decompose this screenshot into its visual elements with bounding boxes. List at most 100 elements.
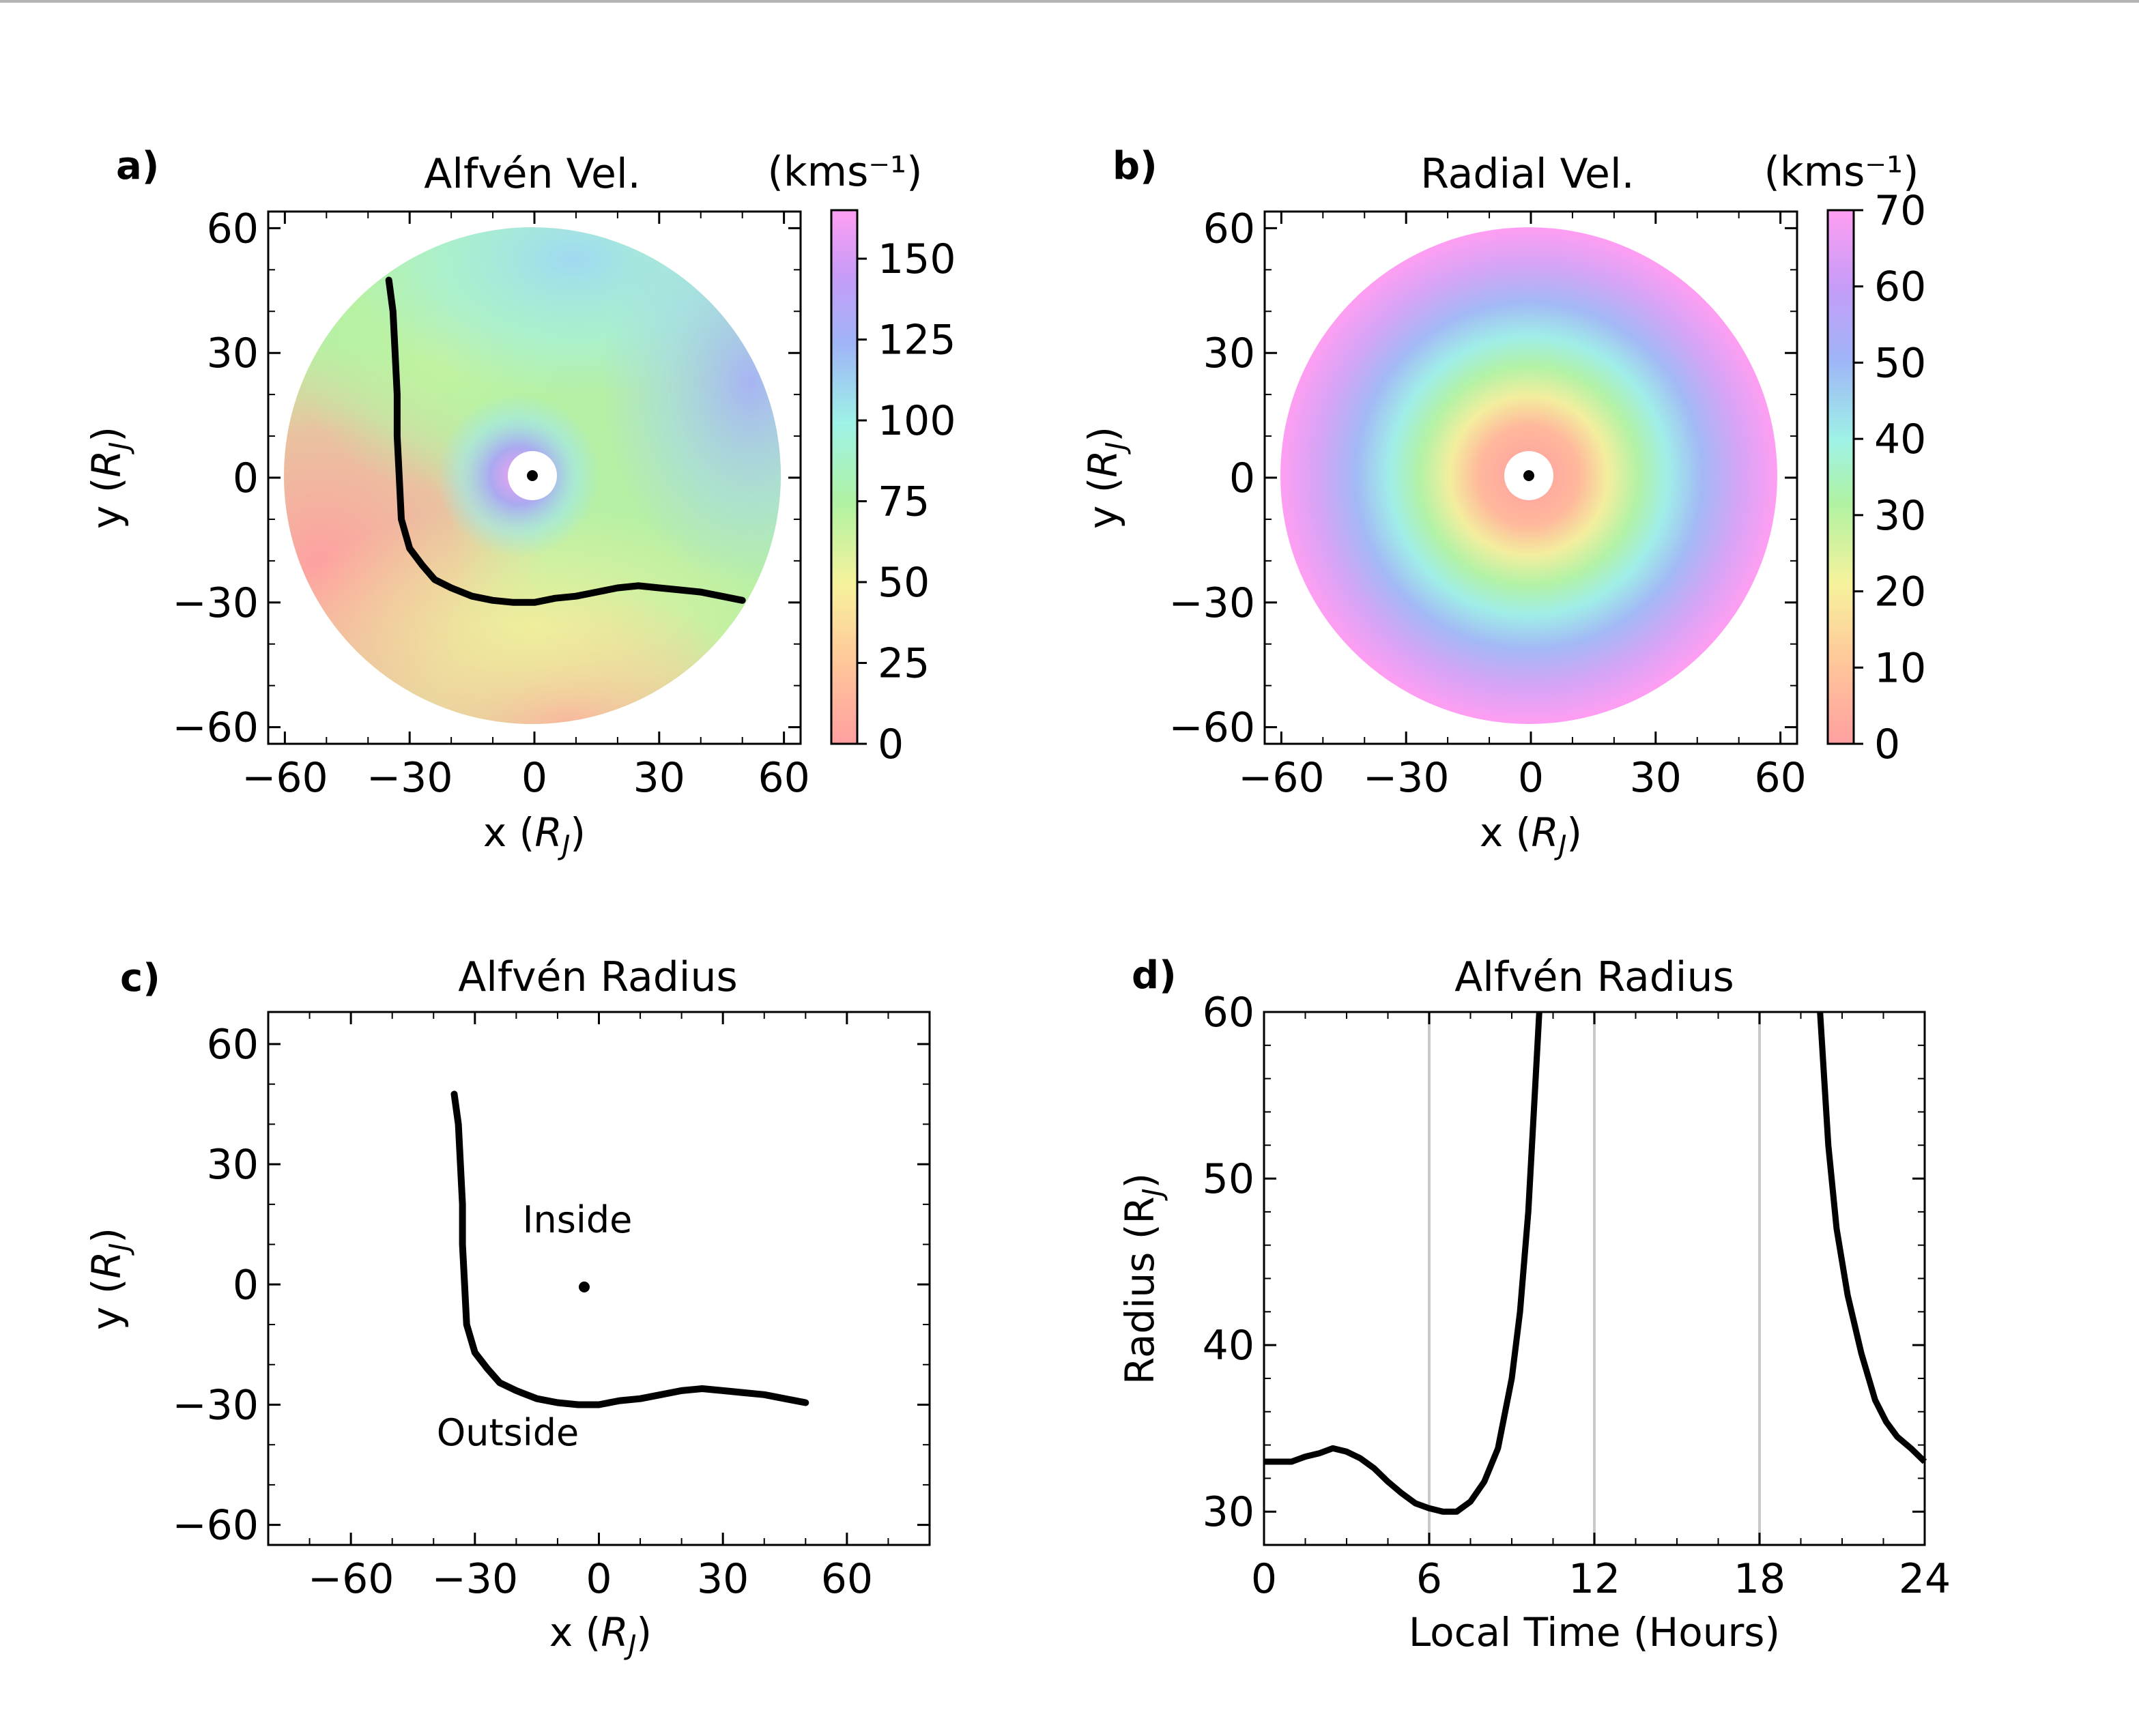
panel-d-xtick-label: 24 xyxy=(1899,1555,1951,1603)
colorbar-b-tick-label: 40 xyxy=(1874,416,1926,463)
colorbar-b-tick-label: 60 xyxy=(1874,263,1926,311)
colorbar-b-gradient xyxy=(1826,209,1855,745)
colorbar-a-tick-label: 25 xyxy=(878,640,930,688)
colorbar-a-tick-label: 100 xyxy=(878,397,956,445)
alfven-radius-line-segment-2 xyxy=(1817,1011,1927,1464)
panel-c-xtick-label: −60 xyxy=(308,1555,394,1603)
annotation-outside: Outside xyxy=(437,1411,579,1454)
colorbar-a-tick-label: 75 xyxy=(878,478,930,526)
panel-d-xtick-label: 0 xyxy=(1251,1555,1277,1603)
panel-d-xtick-label: 12 xyxy=(1568,1555,1620,1603)
colorbar-a-tick-label: 0 xyxy=(878,721,904,768)
top-border xyxy=(0,0,2139,3)
alfven-radius-line-segment-1 xyxy=(1264,1011,1542,1515)
panel-a-label: a) xyxy=(116,144,159,188)
panel-d-ytick-label: 40 xyxy=(1203,1322,1254,1370)
panel-a-xtick-label: 60 xyxy=(758,754,809,802)
panel-a-ytick-label: −30 xyxy=(172,579,259,627)
svg-text:x (RJ): x (RJ) xyxy=(483,809,586,861)
panel-b-colorbar-unit: (kms⁻¹) xyxy=(1764,148,1919,196)
svg-text:y (RJ): y (RJ) xyxy=(1080,426,1132,529)
panel-d-reference-lines xyxy=(1428,1012,1761,1545)
alfven-boundary-c xyxy=(450,1090,809,1408)
colorbar-a-ticks: 0 25 50 75 100 125 150 xyxy=(857,235,956,768)
panel-a-title: Alfvén Vel. xyxy=(424,150,640,198)
panel-d: d) Alfvén Radius 0 6 12 18 24 30 40 50 60 Radius… xyxy=(1117,953,1951,1655)
svg-text:y (RJ): y (RJ) xyxy=(83,426,135,529)
panel-b-xtick-label: −60 xyxy=(1238,754,1325,802)
svg-text:y (RJ): y (RJ) xyxy=(83,1228,135,1330)
panel-c-ytick-label: −30 xyxy=(172,1381,259,1429)
panel-a-xlabel: x (RJ) xyxy=(483,809,586,861)
colorbar-b-tick-label: 0 xyxy=(1874,721,1900,768)
panel-b-ytick-label: 30 xyxy=(1203,330,1255,377)
colorbar-a-tick-label: 50 xyxy=(878,559,930,607)
disk-a-blue-right xyxy=(601,227,781,587)
panel-b-title: Radial Vel. xyxy=(1420,150,1634,198)
panel-b-xtick-label: 30 xyxy=(1630,754,1682,802)
colorbar-b-tick-label: 10 xyxy=(1874,644,1926,692)
panel-b-ytick-label: 0 xyxy=(1229,454,1255,502)
panel-c-xtick-label: 30 xyxy=(697,1555,749,1603)
planet-dot-c xyxy=(579,1282,590,1292)
panel-d-ticks: 0 6 12 18 24 30 40 50 60 xyxy=(1203,989,1951,1603)
panel-c-title: Alfvén Radius xyxy=(458,953,738,1001)
panel-b-colorbar: 0 10 20 30 40 50 60 70 xyxy=(1826,187,1926,768)
panel-a-colorbar-unit: (kms⁻¹) xyxy=(768,148,923,196)
panel-d-title: Alfvén Radius xyxy=(1454,953,1734,1001)
panel-b-xtick-label: −30 xyxy=(1363,754,1450,802)
panel-c-ylabel: y (RJ) xyxy=(83,1228,135,1330)
planet-dot-b xyxy=(1523,470,1534,481)
panel-d-xtick-label: 6 xyxy=(1416,1555,1442,1603)
panel-a-xtick-label: −30 xyxy=(367,754,453,802)
panel-c-label: c) xyxy=(120,956,160,1000)
panel-b-xtick-label: 60 xyxy=(1754,754,1806,802)
panel-d-ytick-label: 60 xyxy=(1203,989,1254,1037)
panel-b-label: b) xyxy=(1112,144,1158,188)
panel-b-xtick-label: 0 xyxy=(1518,754,1544,802)
colorbar-a-tick-label: 150 xyxy=(878,235,956,283)
panel-a-ytick-label: 60 xyxy=(207,205,259,252)
panel-d-xlabel: Local Time (Hours) xyxy=(1409,1609,1780,1655)
panel-c-xlabel: x (RJ) xyxy=(549,1609,652,1661)
panel-a-ylabel: y (RJ) xyxy=(83,426,135,529)
colorbar-a-gradient xyxy=(830,209,859,745)
panel-c-ytick-label: −60 xyxy=(172,1502,259,1550)
panel-d-ytick-label: 30 xyxy=(1203,1488,1254,1536)
panel-d-ytick-label: 50 xyxy=(1203,1155,1254,1203)
panel-d-ylabel: Radius (RJ) xyxy=(1117,1173,1168,1385)
panel-c-xtick-label: 60 xyxy=(821,1555,873,1603)
panel-a-ticks: −60 −30 0 30 60 60 30 0 −30 −60 xyxy=(172,205,809,802)
annotation-inside: Inside xyxy=(523,1198,633,1241)
panel-a-ytick-label: 0 xyxy=(233,454,259,502)
colorbar-a-tick-label: 125 xyxy=(878,317,956,364)
panel-b-ticks: −60 −30 0 30 60 60 30 0 −30 −60 xyxy=(1168,205,1806,802)
alfven-boundary-a xyxy=(385,276,746,606)
panel-c-ytick-label: 0 xyxy=(233,1261,259,1309)
colorbar-b-tick-label: 20 xyxy=(1874,568,1926,616)
panel-c-ytick-label: 30 xyxy=(207,1141,259,1189)
panel-d-xtick-label: 18 xyxy=(1734,1555,1785,1603)
panel-a-ytick-label: 30 xyxy=(207,330,259,377)
planet-dot-a xyxy=(527,470,538,481)
panel-b-ytick-label: −30 xyxy=(1168,579,1255,627)
panel-a-ytick-label: −60 xyxy=(172,704,259,752)
panel-c-xtick-label: −30 xyxy=(432,1555,519,1603)
colorbar-b-tick-label: 70 xyxy=(1874,187,1926,235)
colorbar-b-tick-label: 30 xyxy=(1874,492,1926,540)
panel-b-ylabel: y (RJ) xyxy=(1080,426,1132,529)
panel-a-colorbar: 0 25 50 75 100 125 150 xyxy=(830,209,956,768)
panel-d-series xyxy=(1264,1011,1927,1515)
panel-a-xtick-label: 30 xyxy=(633,754,685,802)
panel-c-ticks: −60 −30 0 30 60 60 30 0 −30 −60 xyxy=(172,1012,930,1603)
panel-a: a) Alfvén Vel. (kms⁻¹) −60 −30 0 30 60 60 30 0 −… xyxy=(83,144,956,861)
colorbar-b-ticks: 0 10 20 30 40 50 60 70 xyxy=(1854,187,1926,768)
panel-c-axes-frame xyxy=(267,1011,931,1546)
svg-text:Radius (RJ): Radius (RJ) xyxy=(1117,1173,1168,1385)
panel-c-ytick-label: 60 xyxy=(207,1021,259,1069)
svg-text:x (RJ): x (RJ) xyxy=(1480,809,1582,861)
colorbar-b-tick-label: 50 xyxy=(1874,339,1926,387)
panel-c-xtick-label: 0 xyxy=(586,1555,612,1603)
panel-c: c) Alfvén Radius Inside Outside −60 −30 0 3… xyxy=(83,953,931,1661)
